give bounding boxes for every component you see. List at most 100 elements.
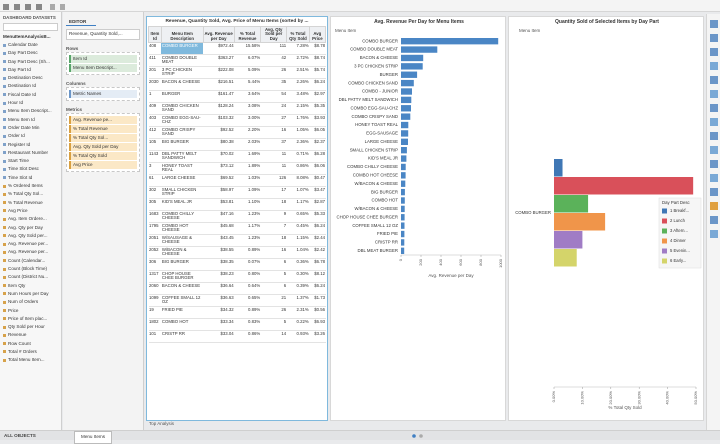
legend-label[interactable]: 4 Dinner bbox=[670, 238, 686, 243]
field-item[interactable]: Restaurant Number bbox=[0, 149, 61, 157]
field-item[interactable]: Total # Orders bbox=[0, 348, 61, 356]
dataset-name[interactable]: MenuItemAnalysisB... bbox=[3, 34, 51, 39]
search-box[interactable] bbox=[3, 23, 58, 31]
table-cell: 0.30% bbox=[286, 270, 310, 284]
field-item[interactable]: Time Slot Id bbox=[0, 174, 61, 182]
field-item[interactable]: Avg. Qty per Day bbox=[0, 224, 61, 232]
zone-item[interactable]: % Total Revenue bbox=[69, 125, 137, 133]
field-item[interactable]: Calendar Date bbox=[0, 41, 61, 49]
zone-item[interactable]: Item Id bbox=[69, 55, 137, 63]
table-cell: 2.31% bbox=[286, 306, 310, 320]
table-cell: 1.09% bbox=[234, 186, 261, 200]
field-item[interactable]: Register Id bbox=[0, 141, 61, 149]
field-item[interactable]: % Total Qty Sol... bbox=[0, 190, 61, 198]
section-title: Rows bbox=[66, 46, 79, 51]
y-tick-label: CRISTP RR bbox=[375, 240, 398, 245]
field-item[interactable]: Avg. Revenue per... bbox=[0, 248, 61, 256]
zone-item[interactable]: % Total Qty Sol... bbox=[69, 134, 137, 142]
table-cell: 1683 bbox=[148, 210, 162, 224]
table-cell: $92.52 bbox=[203, 126, 235, 140]
table-cell: BACON & CHEESE bbox=[161, 282, 204, 296]
field-item[interactable]: Fiscal Date Id bbox=[0, 91, 61, 99]
viz-selector[interactable]: Revenue, Quantity Sold,... bbox=[66, 29, 140, 40]
field-item[interactable]: Destination Id bbox=[0, 82, 61, 90]
field-item[interactable]: Avg. Qty Sold per... bbox=[0, 232, 61, 240]
table-cell: 1.03% bbox=[234, 174, 261, 188]
table-cell: $34.32 bbox=[203, 306, 235, 320]
zone-item[interactable]: Metric Names bbox=[69, 90, 137, 98]
table-cell: 18 bbox=[260, 234, 287, 248]
field-item[interactable]: Count (Block Time) bbox=[0, 265, 61, 273]
table-cell: 0.89% bbox=[234, 246, 261, 260]
table-cell: COMBO CHILLY CHEESE bbox=[161, 210, 204, 224]
table-cell: $363.27 bbox=[203, 54, 235, 68]
legend-label[interactable]: 5 Evenin... bbox=[670, 248, 690, 253]
sheet-tab[interactable]: Menu Items bbox=[74, 431, 112, 444]
table-cell: 1.10% bbox=[234, 198, 261, 212]
table-cell: COFFEE SMALL 12 OZ bbox=[161, 294, 204, 308]
field-item[interactable]: Qty Sold per Hour bbox=[0, 323, 61, 331]
field-item[interactable]: Order Date Min bbox=[0, 124, 61, 132]
field-item[interactable]: Revenue bbox=[0, 331, 61, 339]
bar bbox=[401, 88, 412, 95]
editor-tab[interactable]: EDITOR bbox=[66, 18, 96, 26]
zone-item[interactable]: Avg. Revenue pe... bbox=[69, 116, 137, 124]
field-item[interactable]: Day Part Id bbox=[0, 66, 61, 74]
table-cell: DBL PATTY MELT SANDWICH bbox=[161, 150, 204, 164]
field-item[interactable]: Day Part Desc (Sh... bbox=[0, 58, 61, 66]
table-row: 2030 BACON & CHEESE $216.51 5.44% 35 2.26% $6.… bbox=[148, 78, 326, 92]
table-cell: $58.97 bbox=[203, 186, 235, 200]
field-item[interactable]: Menu Item Id bbox=[0, 116, 61, 124]
y-tick-label: COMBO BURGER bbox=[362, 38, 398, 43]
table-row: 3 HONEY TOAST REAL $73.12 1.89% 11 0.86% $6.06 bbox=[148, 162, 326, 176]
table-cell: COMBO EGG-SAU-CHZ bbox=[161, 114, 204, 128]
field-item[interactable]: % Ordered Items bbox=[0, 182, 61, 190]
zone-item[interactable]: Menu Item Descript... bbox=[69, 64, 137, 72]
table-row: 412 COMBO CRISPY SAND $92.52 2.20% 16 1.05% $6… bbox=[148, 126, 326, 140]
field-item[interactable]: Order Id bbox=[0, 132, 61, 140]
field-item[interactable]: Num Hours per Day bbox=[0, 290, 61, 298]
table-cell: 1795 bbox=[148, 222, 162, 236]
legend-label[interactable]: 3 Aftern... bbox=[670, 228, 688, 233]
table-cell: 126 bbox=[260, 174, 287, 188]
zone-item[interactable]: % Total Qty Sold bbox=[69, 152, 137, 160]
table-cell: $8.12 bbox=[309, 270, 326, 284]
field-item[interactable]: Menu Item Descript... bbox=[0, 107, 61, 115]
grid-footer[interactable]: Top Analysis bbox=[149, 421, 175, 426]
field-item[interactable]: Num of Orders bbox=[0, 298, 61, 306]
bar bbox=[401, 79, 414, 87]
table-cell: 19 bbox=[148, 306, 162, 320]
field-item[interactable]: Total Menu Item... bbox=[0, 356, 61, 364]
drop-zone: Item Id Menu Item Descript... bbox=[66, 52, 140, 75]
legend-label[interactable]: 2 Lunch bbox=[670, 218, 686, 223]
zone-item[interactable]: Avg Price bbox=[69, 161, 137, 169]
legend-label[interactable]: 1 Breakf... bbox=[670, 208, 689, 213]
table-cell: 11 bbox=[260, 150, 287, 164]
field-item[interactable]: Row Count bbox=[0, 340, 61, 348]
table-cell: 1099 bbox=[148, 294, 162, 308]
legend-label[interactable]: 6 Early... bbox=[670, 258, 686, 263]
field-item[interactable]: Hour Id bbox=[0, 99, 61, 107]
y-tick-label: HONEY TOAST REAL bbox=[355, 122, 399, 127]
field-item[interactable]: % Total Revenue bbox=[0, 199, 61, 207]
field-item[interactable]: Start Time bbox=[0, 157, 61, 165]
field-item[interactable]: Avg. Revenue per... bbox=[0, 240, 61, 248]
all-objects[interactable]: ALL OBJECTS bbox=[4, 433, 36, 438]
zone-item[interactable]: Avg. Qty Sold per Day bbox=[69, 143, 137, 151]
field-item[interactable]: Avg. Item Ordere... bbox=[0, 215, 61, 223]
table-cell: 14 bbox=[260, 330, 287, 344]
field-item[interactable]: Item Qty bbox=[0, 282, 61, 290]
table-cell: 7.28% bbox=[286, 42, 310, 56]
field-item[interactable]: Time Slot Desc bbox=[0, 165, 61, 173]
field-item[interactable]: Count (Calendar... bbox=[0, 257, 61, 265]
field-item[interactable]: Price bbox=[0, 307, 61, 315]
field-item[interactable]: Day Part Desc bbox=[0, 49, 61, 57]
bar bbox=[401, 96, 412, 104]
table-cell: FRIED PIE bbox=[161, 306, 204, 320]
table-cell: $6.06 bbox=[309, 162, 326, 176]
field-item[interactable]: Avg Price bbox=[0, 207, 61, 215]
field-item[interactable]: Count (District Nu... bbox=[0, 273, 61, 281]
field-item[interactable]: Destination Desc bbox=[0, 74, 61, 82]
field-item[interactable]: Price of Item plac... bbox=[0, 315, 61, 323]
table-cell: $0.56 bbox=[309, 306, 326, 320]
